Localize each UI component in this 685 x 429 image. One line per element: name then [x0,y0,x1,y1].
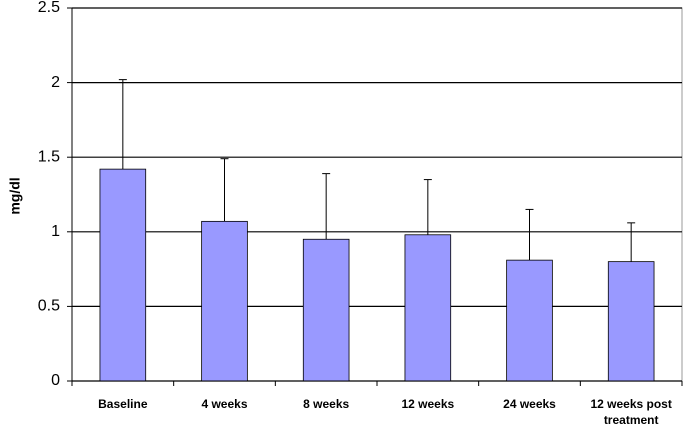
y-tick-label: 1 [51,223,60,240]
bar [201,220,248,382]
y-tick-label: 2 [51,74,60,91]
x-tick-label: 8 weeks [303,397,349,411]
y-tick-label: 1.5 [38,148,60,165]
x-tick-label: 12 weeks [401,397,454,411]
y-tick-label: 0 [51,372,60,389]
bar [99,168,147,382]
bar [404,234,452,382]
bar [506,259,553,382]
bar [607,261,655,382]
plot-area [71,7,683,382]
x-tick-label: 4 weeks [201,397,247,411]
bar [302,238,350,382]
y-tick-label: 2.5 [38,0,60,16]
x-tick-label: 24 weeks [503,397,556,411]
x-tick-label: Baseline [98,397,148,411]
y-axis-label: mg/dl [7,177,23,214]
y-tick-label: 0.5 [38,298,60,315]
x-tick-label: 12 weeks post treatment [590,397,671,427]
